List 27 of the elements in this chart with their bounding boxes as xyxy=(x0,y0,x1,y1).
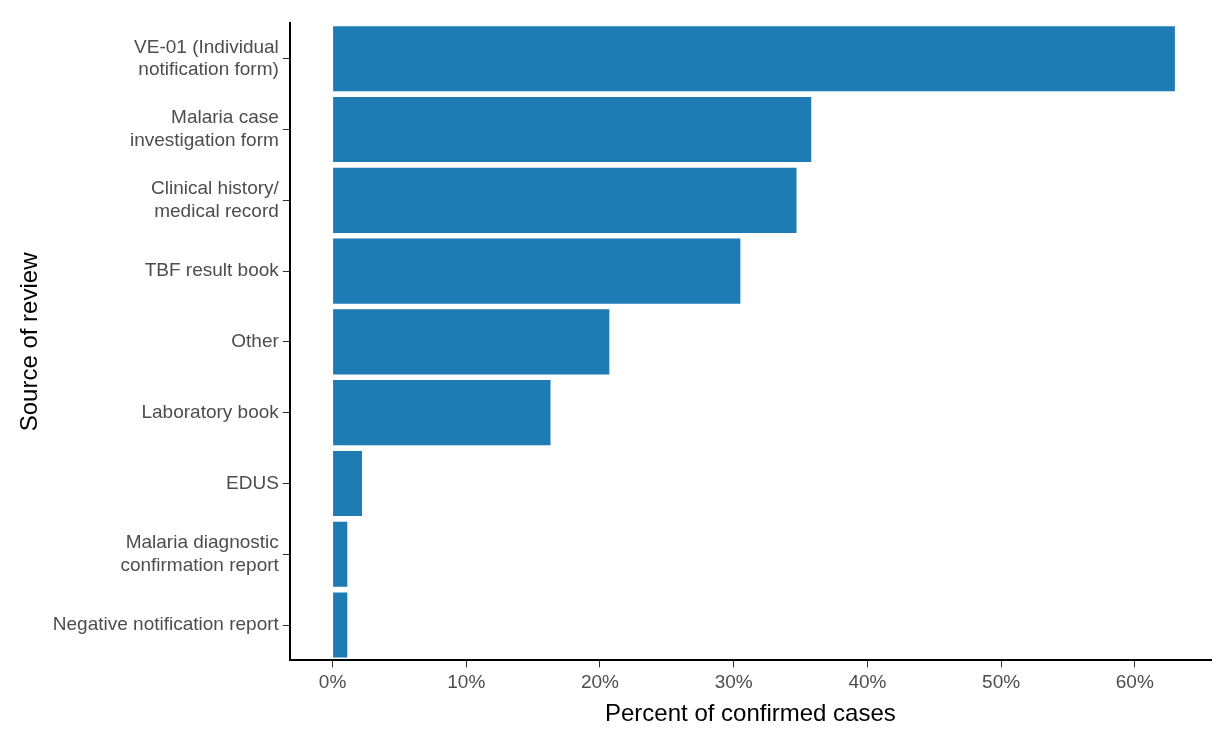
y-tick-label: Other xyxy=(231,330,280,352)
bar xyxy=(333,450,363,517)
bar xyxy=(333,380,551,446)
bar xyxy=(333,26,1175,92)
y-tick-label: Negative notification report xyxy=(52,613,280,635)
y-tick-label: Clinical history/ medical record xyxy=(151,177,280,221)
bar xyxy=(333,521,348,587)
y-axis-title: Source of review xyxy=(15,251,43,432)
y-tick-label: Malaria case investigation form xyxy=(129,106,279,151)
x-tick-label: 60% xyxy=(1115,671,1154,693)
y-tick-label: TBF result book xyxy=(144,259,280,281)
x-tick-label: 20% xyxy=(580,671,620,693)
x-tick-label: 40% xyxy=(848,671,887,693)
bar xyxy=(333,167,797,233)
bar xyxy=(333,592,348,658)
bar xyxy=(333,97,812,163)
bar xyxy=(333,309,610,375)
x-tick-label: 0% xyxy=(318,671,347,693)
y-tick-label: EDUS xyxy=(226,471,279,493)
y-tick-label: Malaria diagnostic confirmation report xyxy=(120,531,280,575)
x-axis-title: Percent of confirmed cases xyxy=(605,699,896,727)
y-tick-label: VE-01 (Individual notification form) xyxy=(134,35,279,80)
y-tick-label: Laboratory book xyxy=(141,400,280,422)
x-tick-label: 10% xyxy=(447,671,486,693)
x-tick-label: 50% xyxy=(982,671,1021,693)
bar xyxy=(333,238,741,304)
x-tick-label: 30% xyxy=(714,671,753,693)
